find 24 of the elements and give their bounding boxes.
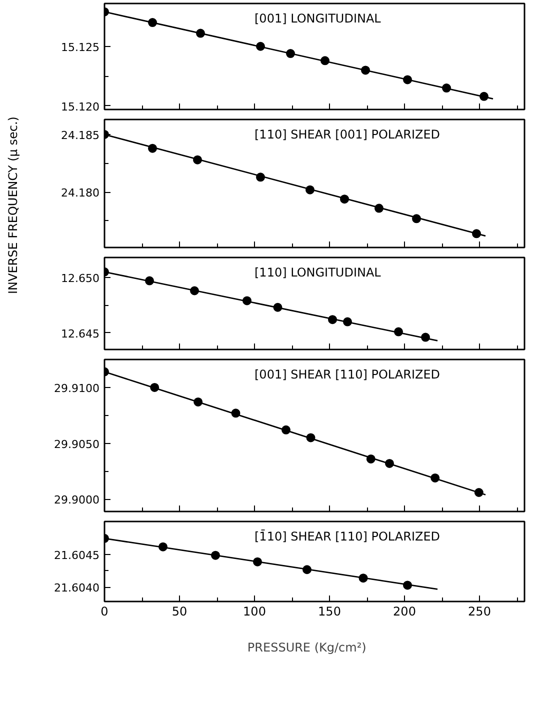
annotation: [1̄10] SHEAR [110] POLARIZED [254, 529, 440, 544]
x-tick-label: 50 [172, 604, 188, 618]
y-tick-label: 21.6045 [54, 549, 100, 562]
y-tick-label: 24.180 [61, 186, 100, 200]
y-tick-label: 15.125 [61, 40, 100, 54]
x-tick-label: 150 [318, 604, 341, 618]
y-tick-label: 15.120 [61, 100, 100, 114]
x-tick-label: 200 [393, 604, 416, 618]
y-tick-label: 29.9100 [54, 382, 100, 395]
y-tick-label: 24.185 [61, 128, 100, 142]
x-tick-label: 250 [468, 604, 491, 618]
x-axis-title: PRESSURE (Kg/cm²) [247, 640, 366, 654]
annotation: [110] LONGITUDINAL [254, 266, 382, 280]
annotation: [001] SHEAR [110] POLARIZED [254, 368, 440, 382]
x-tick-label: 100 [243, 604, 266, 618]
y-axis-title: INVERSE FREQUENCY (μ sec.) [5, 116, 21, 294]
annotation: [110] SHEAR [001] POLARIZED [254, 128, 440, 142]
annotation: [001] LONGITUDINAL [254, 12, 382, 26]
y-tick-label: 29.9050 [54, 438, 100, 451]
y-tick-label: 12.650 [61, 272, 100, 285]
y-tick-label: 29.9000 [54, 494, 100, 507]
y-tick-label: 21.6040 [54, 582, 100, 595]
y-tick-label: 12.645 [61, 327, 100, 340]
x-tick-label: 0 [100, 604, 108, 618]
